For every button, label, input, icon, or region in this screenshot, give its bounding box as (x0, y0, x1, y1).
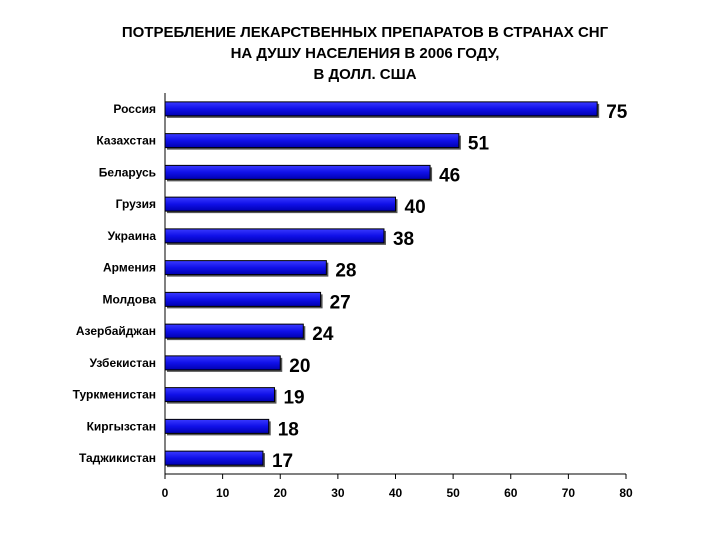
bar (164, 387, 275, 403)
title-line-1: ПОТРЕБЛЕНИЕ ЛЕКАРСТВЕННЫХ ПРЕПАРАТОВ В С… (121, 24, 609, 41)
category-label: Азербайджан (76, 324, 156, 338)
x-tick-label: 10 (216, 486, 230, 500)
title-line-3: В ДОЛЛ. США (313, 66, 417, 83)
bar (164, 418, 270, 434)
bar (164, 133, 460, 149)
chart-title: ПОТРЕБЛЕНИЕ ЛЕКАРСТВЕННЫХ ПРЕПАРАТОВ В С… (0, 22, 720, 85)
data-label: 40 (405, 197, 426, 218)
bar (164, 450, 264, 466)
category-label: Грузия (116, 197, 156, 211)
data-label: 38 (393, 229, 414, 250)
title-line-2: НА ДУШУ НАСЕЛЕНИЯ В 2006 ГОДУ, (230, 45, 500, 62)
bar (164, 260, 327, 276)
category-label: Украина (108, 229, 157, 243)
data-label: 20 (289, 356, 310, 377)
category-label: Армения (103, 261, 156, 275)
category-label: Таджикистан (79, 451, 156, 465)
bar (164, 291, 322, 307)
category-label: Россия (113, 102, 156, 116)
bar (164, 101, 598, 117)
x-tick-label: 40 (389, 486, 403, 500)
data-label: 17 (272, 451, 293, 472)
data-label: 51 (468, 134, 490, 155)
data-label: 19 (283, 388, 304, 409)
category-label: Молдова (103, 292, 157, 306)
x-tick-label: 0 (162, 486, 169, 500)
bar (164, 196, 396, 212)
x-tick-label: 20 (274, 486, 288, 500)
data-label: 75 (606, 102, 628, 123)
data-label: 27 (330, 292, 351, 313)
category-label: Казахстан (96, 134, 156, 148)
bar (164, 323, 304, 339)
category-label: Киргызстан (87, 419, 156, 433)
data-label: 24 (312, 324, 334, 345)
x-tick-label: 70 (562, 486, 576, 500)
x-tick-label: 50 (446, 486, 460, 500)
bar (164, 228, 385, 244)
x-tick-label: 30 (331, 486, 345, 500)
x-tick-label: 60 (504, 486, 518, 500)
data-label: 28 (335, 261, 356, 282)
bar (164, 355, 281, 371)
category-label: Узбекистан (90, 356, 156, 370)
data-label: 46 (439, 165, 460, 186)
category-label: Беларусь (99, 165, 156, 179)
x-tick-label: 80 (619, 486, 633, 500)
category-label: Туркменистан (73, 388, 156, 402)
bar (164, 164, 431, 180)
data-label: 18 (278, 419, 299, 440)
